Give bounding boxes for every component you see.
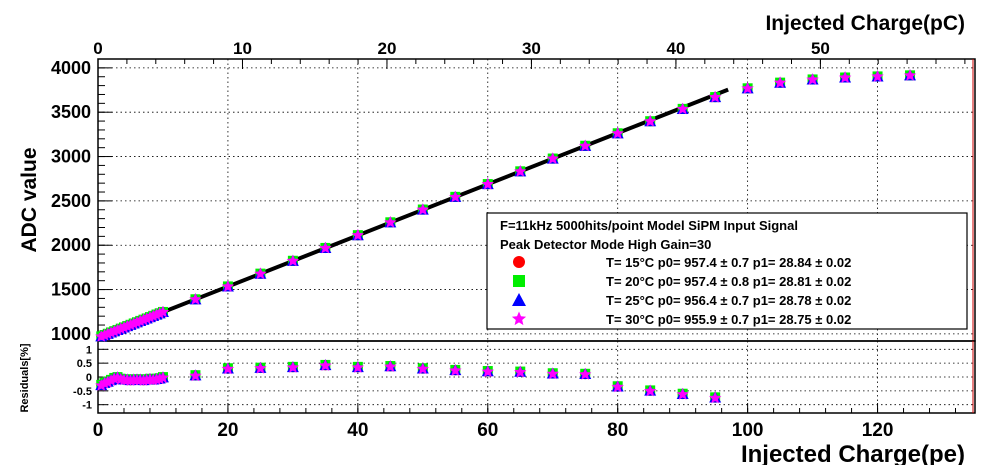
data-point-star (416, 203, 429, 215)
data-point-star (871, 70, 884, 82)
data-point-star (189, 293, 202, 305)
x-tick-label: 120 (862, 420, 894, 441)
data-point-star (644, 114, 657, 127)
residual-grid (97, 341, 975, 413)
legend-box (486, 212, 968, 330)
y-axis-title: ADC value (18, 147, 41, 252)
legend-entry-label: T= 25°C p0= 956.4 ± 0.7 p1= 28.78 ± 0.02 (606, 293, 851, 308)
legend-marker-triangle (512, 293, 526, 306)
top-tick-label: 40 (666, 39, 685, 58)
residual-point-star (546, 367, 559, 380)
residual-point-star (156, 371, 170, 384)
top-tick-label: 50 (811, 39, 830, 58)
residual-point-star (514, 365, 527, 378)
data-point-star (709, 90, 722, 103)
residual-point-star (101, 375, 114, 388)
legend-entry-label: T= 20°C p0= 957.4 ± 0.8 p1= 28.81 ± 0.02 (606, 274, 851, 289)
residual-axis-title: Residuals[%] (19, 343, 31, 412)
residual-data-points (95, 359, 722, 404)
y-tick-label: 3000 (51, 147, 91, 167)
y-tick-label: 2000 (51, 235, 91, 255)
data-point-star (546, 152, 559, 164)
data-point-star (319, 241, 332, 254)
x-tick-label: 20 (217, 420, 238, 441)
top-tick-label: 20 (378, 39, 397, 58)
legend-line-1: F=11kHz 5000hits/point Model SiPM Input … (500, 218, 798, 233)
res-y-tick-label: -0.5 (73, 386, 92, 398)
residual-point-star (644, 384, 657, 397)
x-tick-label: 40 (347, 420, 368, 441)
data-point-star (579, 139, 592, 152)
legend-marker-circle (513, 256, 525, 268)
residual-point-star (319, 359, 332, 371)
residual-point-star (676, 387, 689, 400)
data-point-star (351, 228, 364, 241)
data-point-star (514, 165, 527, 177)
residual-point-star (351, 361, 364, 373)
residual-point-star (449, 364, 462, 376)
residual-point-star (384, 360, 397, 372)
linear-fit-line (97, 87, 729, 340)
data-point-star (741, 82, 754, 94)
data-point-star (838, 71, 852, 83)
top-axis-title: Injected Charge(pC) (765, 12, 965, 35)
legend-entry-label: T= 15°C p0= 957.4 ± 0.7 p1= 28.84 ± 0.02 (606, 255, 851, 270)
y-tick-label: 2500 (51, 191, 91, 211)
x-tick-label: 0 (93, 420, 104, 441)
res-y-tick-label: 0 (86, 372, 92, 384)
data-point-star (156, 305, 170, 318)
top-tick-label: 30 (522, 39, 541, 58)
y-tick-label: 1500 (51, 280, 91, 300)
data-point-star (903, 69, 917, 81)
top-tick-label: 0 (93, 39, 102, 58)
residual-point-star (104, 374, 118, 386)
data-point-star (773, 76, 787, 89)
x-tick-label: 80 (607, 420, 628, 441)
legend-marker-star (511, 311, 527, 326)
residual-point-star (611, 380, 624, 393)
x-tick-label: 60 (477, 420, 498, 441)
data-point-star (384, 216, 397, 228)
residual-point-star (189, 369, 202, 382)
residual-point-star (153, 372, 166, 385)
data-point-star (286, 254, 300, 267)
y-tick-label: 1000 (51, 324, 91, 344)
data-point-star (221, 280, 235, 292)
residual-point-star (579, 368, 592, 380)
data-point-star (676, 102, 689, 115)
data-point-star (481, 177, 494, 190)
y-tick-label: 3500 (51, 102, 91, 122)
y-tick-label: 4000 (51, 58, 91, 78)
residual-point-star (481, 365, 494, 377)
x-axis-title: Injected Charge(pe) (741, 441, 965, 465)
residual-point-star (95, 379, 108, 391)
x-tick-label: 100 (732, 420, 764, 441)
residual-point-star (416, 362, 429, 375)
data-point-star (449, 190, 462, 203)
legend-entries: T= 15°C p0= 957.4 ± 0.7 p1= 28.84 ± 0.02… (511, 255, 851, 327)
residual-point-star (221, 362, 235, 375)
data-point-star (254, 267, 267, 280)
data-point-star (806, 73, 819, 85)
res-y-tick-label: 0.5 (77, 358, 92, 370)
res-y-tick-label: 1 (86, 344, 92, 356)
residual-point-star (709, 391, 722, 404)
legend-marker-square (513, 275, 525, 287)
data-point-star (153, 307, 166, 319)
main-data-points (95, 69, 917, 342)
residual-point-star (254, 361, 267, 374)
legend: F=11kHz 5000hits/point Model SiPM Input … (486, 212, 968, 330)
data-point-star (611, 127, 624, 139)
residual-point-star (286, 361, 300, 373)
top-tick-label: 10 (233, 39, 252, 58)
legend-entry-label: T= 30°C p0= 955.9 ± 0.7 p1= 28.75 ± 0.02 (606, 312, 851, 327)
res-y-tick-label: -1 (82, 400, 92, 412)
legend-line-2: Peak Detector Mode High Gain=30 (500, 237, 711, 252)
axis-ticks (97, 59, 966, 413)
